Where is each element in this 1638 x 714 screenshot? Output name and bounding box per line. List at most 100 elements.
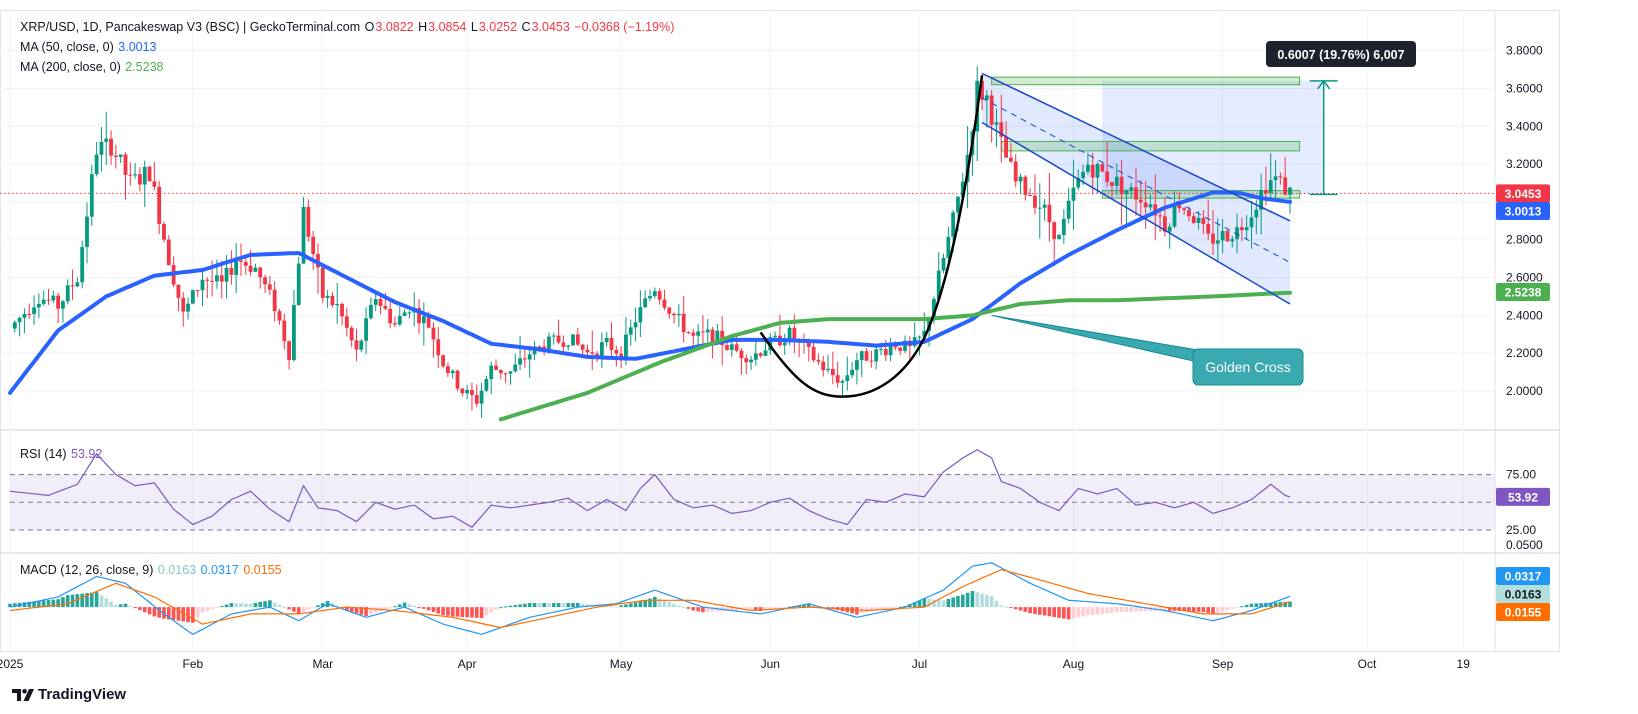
candle-body <box>186 303 190 312</box>
candle-body <box>782 342 787 346</box>
candle-body <box>633 322 638 328</box>
macd-histogram-bar <box>806 603 811 608</box>
macd-histogram-bar <box>672 603 676 608</box>
candle-body <box>994 122 999 125</box>
candle-body <box>258 267 263 278</box>
macd-legend[interactable]: MACD (12, 26, close, 9) 0.0163 0.0317 0.… <box>20 563 283 577</box>
ma50-label: MA (50, close, 0) <box>20 40 114 54</box>
measure-label: 0.6007 (19.76%) 6,007 <box>1277 48 1404 62</box>
ma50-legend[interactable]: MA (50, close, 0) 3.0013 <box>20 40 158 54</box>
candle-body <box>628 327 633 335</box>
candle-body <box>792 327 797 341</box>
candle-body <box>662 299 667 308</box>
candle-body <box>590 352 595 354</box>
candle-body <box>883 349 888 356</box>
candle-body <box>652 291 657 297</box>
macd-histogram-bar <box>1095 607 1100 615</box>
macd-histogram-bar <box>975 592 980 608</box>
candle-body <box>701 331 705 333</box>
macd-histogram-bar <box>802 604 806 608</box>
candle-body <box>474 395 479 404</box>
candle-body <box>850 369 855 376</box>
macd-histogram-bar <box>633 602 638 608</box>
candle-body <box>547 336 551 353</box>
candle-body <box>686 332 691 334</box>
candle-body <box>330 295 335 306</box>
macd-histogram-bar <box>27 601 32 608</box>
candle-body <box>147 166 152 182</box>
macd-histogram-bar <box>205 607 210 611</box>
golden-cross-label: Golden Cross <box>1205 359 1291 375</box>
macd-histogram-bar <box>474 607 479 618</box>
macd-histogram-bar <box>883 607 888 609</box>
macd-histogram-bar <box>705 607 710 612</box>
macd-label: MACD (12, 26, close, 9) <box>20 563 154 577</box>
candle-body <box>479 390 484 404</box>
candle-body <box>1105 171 1110 183</box>
rsi-legend[interactable]: RSI (14) 53.92 <box>20 447 103 461</box>
macd-histogram-bar <box>470 607 474 618</box>
candle-body <box>85 216 89 248</box>
macd-histogram-bar <box>677 605 681 608</box>
close-price-badge-box <box>1496 184 1550 203</box>
ma50-price-badge-label: 3.0013 <box>1505 204 1542 218</box>
candle-body <box>1138 199 1143 203</box>
macd-histogram-bar <box>1163 607 1167 611</box>
macd-histogram-bar <box>648 598 652 608</box>
candle-body <box>725 345 729 350</box>
macd-histogram-bar <box>1268 602 1273 608</box>
price-badges: 3.0453 3.0013 2.5238 53.92 0.0317 0.0163 0.015… <box>1496 184 1550 621</box>
tradingview-logo-icon <box>12 688 34 701</box>
candle-body <box>503 373 508 375</box>
ma200-line <box>498 290 1292 422</box>
macd-histogram-bar <box>345 607 349 611</box>
candle-body <box>239 260 243 262</box>
candle-body <box>821 361 826 371</box>
macd-histogram-bar <box>460 607 465 617</box>
macd-histogram-bar <box>1129 607 1134 612</box>
macd-histogram-bar <box>171 607 176 621</box>
candle-body <box>248 265 253 272</box>
macd-histogram-bar <box>46 600 51 608</box>
candle-body <box>1018 176 1023 182</box>
candle-body <box>922 330 927 337</box>
candle-body <box>219 275 224 282</box>
tradingview-logo[interactable]: TradingView <box>12 686 126 703</box>
symbol-title: XRP/USD, 1D, Pancakeswap V3 (BSC) | Geck… <box>20 20 361 34</box>
macd-histogram-bar <box>94 592 99 608</box>
macd-pane <box>8 562 1292 636</box>
candle-body <box>32 307 36 315</box>
candle-body <box>1239 227 1244 231</box>
macd-histogram-bar <box>138 607 142 611</box>
channel-lower-line <box>981 121 1291 305</box>
candle-body <box>104 138 109 142</box>
time-tick-label: 2025 <box>0 657 24 671</box>
candle-body <box>903 340 907 351</box>
ma200-legend[interactable]: MA (200, close, 0) 2.5238 <box>20 60 164 74</box>
macd-histogram-bar <box>551 603 556 608</box>
candle-body <box>296 263 301 306</box>
macd-histogram-bar <box>1081 607 1085 617</box>
macd-histogram-bar <box>402 602 407 608</box>
candle-body <box>585 349 590 353</box>
candle-body <box>311 236 316 255</box>
candle-body <box>710 329 715 342</box>
macd-histogram-bar <box>624 604 628 608</box>
candle-body <box>561 342 566 347</box>
candle-body <box>369 304 373 319</box>
macd-histogram-bar <box>75 594 80 608</box>
candle-body <box>1110 182 1114 186</box>
time-tick-label: May <box>610 657 633 671</box>
macd-histogram-bar <box>768 607 773 610</box>
candle-body <box>1095 164 1100 178</box>
macd-histogram-bar <box>109 601 113 608</box>
macd-histogram-bar <box>970 590 975 608</box>
macd-histogram-bar <box>542 603 546 608</box>
macd-histogram-bar <box>301 607 306 612</box>
macd-hist-value: 0.0163 <box>157 563 197 577</box>
candle-body <box>715 330 720 342</box>
macd-signal-badge-box <box>1496 603 1550 621</box>
candle-body <box>445 366 450 374</box>
macd-histogram-bar <box>763 607 768 611</box>
macd-histogram-bar <box>927 599 931 608</box>
